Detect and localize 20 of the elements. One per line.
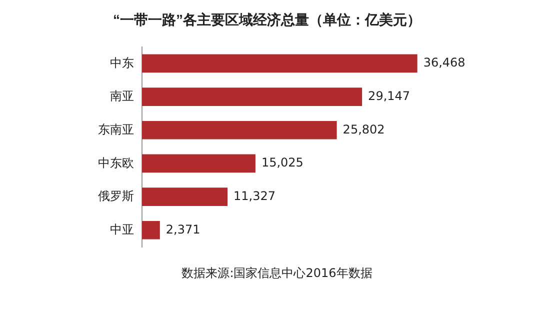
- bar: [142, 88, 362, 106]
- data-label: 36,468: [423, 56, 466, 70]
- data-label: 2,371: [166, 222, 200, 236]
- y-tick-label: 中东: [110, 56, 134, 70]
- y-tick-label: 俄罗斯: [98, 189, 134, 204]
- data-label: 29,147: [368, 88, 410, 103]
- bar: [142, 120, 337, 140]
- bar: [142, 188, 228, 206]
- chart-title: “一带一路”各主要区域经济总量（单位：亿美元）: [113, 11, 421, 28]
- y-tick-label: 南亚: [110, 89, 134, 104]
- bar: [142, 154, 256, 173]
- source-note: 数据来源:国家信息中心2016年数据: [180, 265, 374, 282]
- bar: [142, 54, 418, 73]
- y-tick-label: 东南亚: [98, 122, 134, 136]
- data-label: 25,802: [342, 122, 385, 136]
- data-label: 11,327: [234, 188, 276, 203]
- data-label: 15,025: [261, 156, 304, 170]
- y-tick-label: 中东欧: [98, 156, 134, 170]
- y-tick-label: 中亚: [110, 222, 134, 236]
- bar: [142, 220, 160, 240]
